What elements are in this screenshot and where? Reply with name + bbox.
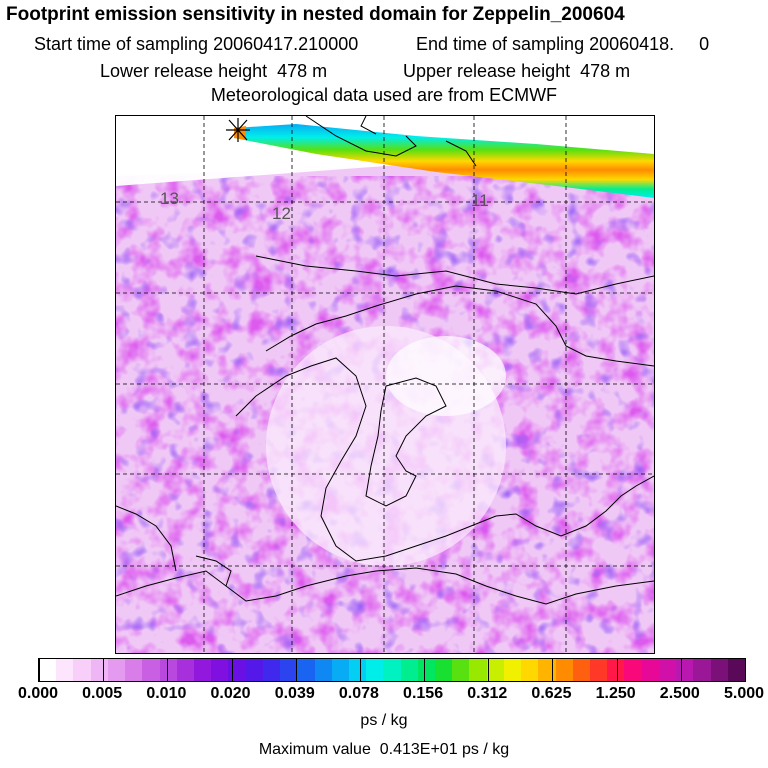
colorbar-segment — [676, 659, 694, 681]
release-site-star-icon — [226, 118, 250, 142]
colorbar-tick-label: 0.156 — [403, 685, 444, 702]
coastlines — [116, 116, 654, 605]
colorbar-tick-label: 0.078 — [338, 685, 379, 702]
colorbar-segment — [39, 659, 57, 681]
upper-release-height-label: Upper release height 478 m — [403, 61, 631, 81]
colorbar-segment — [555, 659, 573, 681]
colorbar-tick-mark — [552, 659, 554, 681]
colorbar-tick-mark — [680, 659, 682, 681]
colorbar-tick-label: 0.312 — [467, 685, 508, 702]
colorbar-tick-label: 0.000 — [17, 685, 59, 702]
colorbar-tick-mark — [295, 659, 297, 681]
colorbar-segment — [314, 659, 332, 681]
colorbar-segment — [710, 659, 728, 681]
colorbar-tick-label: 5.000 — [723, 685, 765, 702]
end-time-label: End time of sampling 20060418. 0 — [416, 34, 710, 54]
colorbar-segment — [435, 659, 453, 681]
colorbar-segment — [56, 659, 74, 681]
colorbar — [38, 658, 746, 682]
colorbar-tick-mark — [39, 659, 40, 681]
colorbar-segment — [538, 659, 556, 681]
colorbar-segment — [262, 659, 281, 681]
colorbar-tick-label: 0.010 — [146, 685, 187, 702]
colorbar-segment — [693, 659, 711, 681]
colorbar-segment — [469, 659, 487, 681]
colorbar-segment — [486, 659, 504, 681]
colorbar-tick-mark — [488, 659, 490, 681]
colorbar-segment — [193, 659, 212, 681]
sensitivity-field — [116, 116, 654, 653]
colorbar-segment — [125, 659, 143, 681]
colorbar-segment — [383, 659, 401, 681]
colorbar-segment — [348, 659, 367, 681]
colorbar-tick-mark — [359, 659, 361, 681]
colorbar-segment — [297, 659, 315, 681]
colorbar-tick-label: 0.020 — [210, 685, 251, 702]
colorbar-tick-mark — [231, 659, 233, 681]
colorbar-segment — [366, 659, 384, 681]
colorbar-tick-label: 0.039 — [274, 685, 315, 702]
colorbar-segment — [572, 659, 590, 681]
colorbar-segment — [228, 659, 246, 681]
meteorological-data-label: Meteorological data used are from ECMWF — [210, 85, 558, 105]
colorbar-segment — [107, 659, 126, 681]
colorbar-tick-mark — [745, 659, 746, 681]
colorbar-tick-mark — [167, 659, 169, 681]
start-time-label: Start time of sampling 20060417.210000 — [34, 34, 359, 54]
colorbar-segment — [503, 659, 522, 681]
colorbar-segment — [727, 659, 745, 681]
colorbar-tick-mark — [103, 659, 105, 681]
colorbar-segment — [73, 659, 91, 681]
colorbar-segment — [590, 659, 608, 681]
colorbar-segment — [142, 659, 160, 681]
lat-lon-grid — [116, 116, 654, 653]
colorbar-tick-label: 2.500 — [659, 685, 700, 702]
colorbar-segment — [176, 659, 194, 681]
colorbar-segment — [641, 659, 659, 681]
colorbar-segment — [211, 659, 229, 681]
colorbar-segment — [452, 659, 470, 681]
grid-label-11: 11 — [471, 191, 489, 210]
maximum-value-label: Maximum value 0.413E+01 ps / kg — [258, 741, 510, 758]
grid-labels: 13 12 11 — [160, 189, 489, 223]
colorbar-segment — [245, 659, 263, 681]
lower-release-height-label: Lower release height 478 m — [100, 61, 328, 81]
colorbar-segment — [658, 659, 677, 681]
colorbar-segment — [417, 659, 436, 681]
colorbar-segment — [400, 659, 418, 681]
colorbar-segment — [90, 659, 108, 681]
grid-label-12: 12 — [272, 204, 291, 223]
plot-title: Footprint emission sensitivity in nested… — [6, 4, 625, 25]
colorbar-segment — [331, 659, 349, 681]
colorbar-tick-mark — [616, 659, 618, 681]
grid-label-13: 13 — [160, 189, 179, 208]
colorbar-tick-label: 0.005 — [82, 685, 123, 702]
colorbar-tick-label: 1.250 — [595, 685, 636, 702]
colorbar-segment — [521, 659, 539, 681]
colorbar-segment — [607, 659, 625, 681]
colorbar-tick-label: 0.625 — [531, 685, 572, 702]
colorbar-unit-label: ps / kg — [360, 712, 408, 729]
colorbar-tick-mark — [424, 659, 426, 681]
colorbar-segment — [280, 659, 298, 681]
footprint-map: 13 12 11 — [115, 115, 655, 654]
colorbar-segment — [624, 659, 642, 681]
